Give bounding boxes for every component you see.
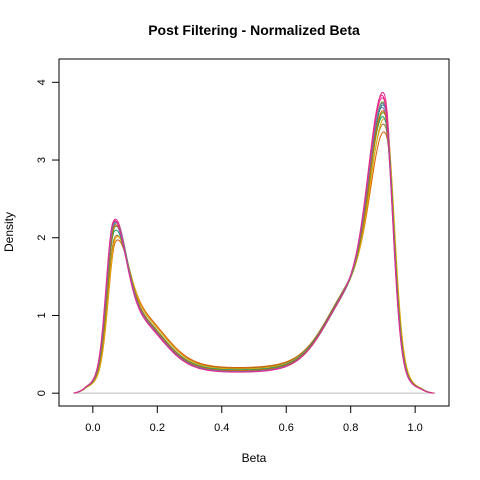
x-axis-label: Beta <box>242 451 267 465</box>
x-tick-label: 0.2 <box>150 422 165 434</box>
y-tick-label: 4 <box>36 79 48 85</box>
y-axis-label: Density <box>2 212 16 252</box>
x-tick-label: 0.0 <box>85 422 100 434</box>
chart-title: Post Filtering - Normalized Beta <box>148 22 360 38</box>
x-tick-label: 1.0 <box>408 422 423 434</box>
y-tick-label: 1 <box>36 312 48 318</box>
y-tick-label: 3 <box>36 157 48 163</box>
y-tick-label: 2 <box>36 235 48 241</box>
x-tick-label: 0.8 <box>343 422 358 434</box>
x-tick-label: 0.6 <box>279 422 294 434</box>
x-tick-label: 0.4 <box>214 422 229 434</box>
y-tick-label: 0 <box>36 390 48 396</box>
